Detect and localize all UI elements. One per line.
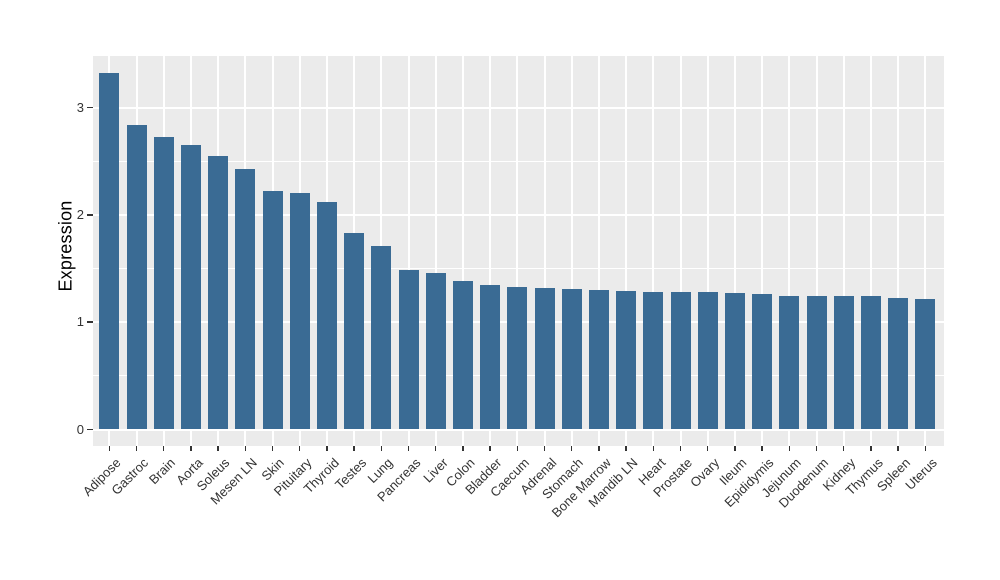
bar [724, 293, 745, 430]
bar [779, 296, 800, 430]
gridline-major-horizontal [93, 213, 944, 216]
bar [235, 168, 256, 430]
x-tick-label-text: Ovary [687, 455, 723, 491]
gridline-major-vertical [869, 56, 872, 446]
bar [670, 292, 691, 430]
x-tick-mark [135, 446, 138, 451]
gridline-major-vertical [842, 56, 845, 446]
x-tick-mark [162, 446, 165, 451]
gridline-major-vertical [733, 56, 736, 446]
x-tick-mark [407, 446, 410, 451]
bar [289, 193, 310, 430]
bar [398, 269, 419, 430]
x-tick-mark [679, 446, 682, 451]
x-tick-mark [217, 446, 219, 451]
x-tick-mark [761, 446, 763, 451]
bar [507, 286, 528, 430]
bar [833, 296, 854, 430]
bar [534, 287, 555, 430]
gridline-major-vertical [461, 56, 464, 446]
gridline-major-vertical [761, 56, 764, 446]
gridline-major-vertical [815, 56, 818, 446]
bar [316, 202, 337, 430]
x-tick-mark [897, 446, 899, 451]
bar [371, 246, 392, 430]
x-tick-mark [706, 446, 709, 451]
bar [425, 272, 446, 430]
x-tick-mark [788, 446, 791, 451]
x-tick-mark [271, 446, 274, 451]
gridline-major-horizontal [93, 428, 944, 431]
x-tick-mark [652, 446, 655, 451]
x-tick-label-text: Brain [146, 455, 179, 488]
gridline-minor-horizontal [93, 160, 944, 162]
bar [480, 284, 501, 430]
gridline-major-vertical [597, 56, 600, 446]
gridline-major-vertical [897, 56, 900, 446]
gridline-major-vertical [543, 56, 546, 446]
bar [180, 145, 201, 430]
bar [915, 298, 936, 430]
x-tick-mark [434, 446, 437, 451]
gridline-major-vertical [679, 56, 682, 446]
gridline-major-vertical [652, 56, 655, 446]
bar [126, 124, 147, 430]
plot-panel [93, 56, 944, 446]
x-tick-mark [462, 446, 464, 451]
bar [262, 191, 283, 430]
x-tick-mark [298, 446, 301, 451]
bar [208, 155, 229, 430]
x-tick-mark [598, 446, 600, 451]
bar [99, 73, 120, 430]
bar [561, 288, 582, 430]
y-tick-label: 3 [76, 99, 84, 115]
gridline-major-vertical [434, 56, 437, 446]
bar [697, 292, 718, 430]
bar [860, 296, 881, 430]
x-tick-mark [326, 446, 328, 451]
x-tick-mark [842, 446, 845, 451]
y-tick-label: 2 [76, 206, 84, 222]
y-tick-mark [87, 214, 93, 216]
x-tick-mark [543, 446, 546, 451]
y-tick-label: 1 [76, 314, 84, 330]
bar [344, 233, 365, 430]
bar [806, 296, 827, 430]
y-tick-label: 0 [76, 421, 84, 437]
gridline-major-vertical [489, 56, 492, 446]
x-tick-mark [734, 446, 736, 451]
x-tick-mark [870, 446, 872, 451]
bar [643, 292, 664, 430]
bar [452, 281, 473, 430]
x-tick-mark [380, 446, 383, 451]
y-tick-mark [87, 428, 93, 431]
bar [752, 294, 773, 430]
x-tick-mark [924, 446, 927, 451]
bar [888, 297, 909, 430]
bar [153, 136, 174, 430]
x-tick-mark [570, 446, 573, 451]
x-tick-mark [516, 446, 519, 451]
gridline-major-vertical [570, 56, 573, 446]
gridline-minor-horizontal [93, 268, 944, 270]
x-tick-mark [489, 446, 491, 451]
x-tick-mark [815, 446, 818, 451]
x-tick-mark [625, 446, 627, 451]
gridline-major-vertical [407, 56, 410, 446]
gridline-major-horizontal [93, 106, 944, 109]
gridline-major-vertical [924, 56, 927, 446]
gridline-major-vertical [706, 56, 709, 446]
gridline-major-vertical [788, 56, 791, 446]
x-tick-mark [108, 446, 111, 451]
bar [588, 290, 609, 430]
x-tick-mark [190, 446, 192, 451]
x-tick-mark [353, 446, 355, 451]
y-tick-mark [87, 106, 93, 109]
y-tick-mark [87, 321, 93, 323]
gridline-major-vertical [516, 56, 519, 446]
x-tick-mark [244, 446, 247, 451]
bar [616, 291, 637, 430]
gridline-major-vertical [625, 56, 628, 446]
